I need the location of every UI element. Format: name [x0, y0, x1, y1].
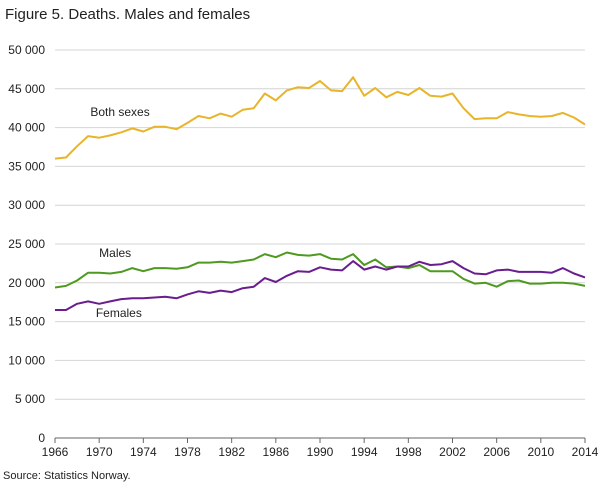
x-tick-label: 2010	[527, 445, 554, 459]
y-tick-label: 5 000	[15, 392, 45, 406]
series-line-females	[55, 260, 586, 311]
y-tick-label: 25 000	[8, 237, 45, 251]
y-tick-label: 20 000	[8, 276, 45, 290]
x-tick-label: 1990	[307, 445, 334, 459]
x-tick-label: 2006	[483, 445, 510, 459]
y-tick-label: 50 000	[8, 43, 45, 57]
source-note: Source: Statistics Norway.	[3, 470, 131, 482]
series-label-males: Males	[99, 246, 131, 260]
x-tick-label: 1998	[395, 445, 422, 459]
series-line-males	[54, 251, 586, 289]
x-tick-label: 1982	[218, 445, 245, 459]
chart-title: Figure 5. Deaths. Males and females	[5, 6, 251, 23]
x-tick-label: 2002	[439, 445, 466, 459]
series-label-both-sexes: Both sexes	[90, 105, 149, 119]
x-tick-label: 1986	[262, 445, 289, 459]
x-tick-label: 1966	[42, 445, 69, 459]
y-tick-label: 35 000	[8, 159, 45, 173]
y-axis-ticks: 0 5 000 10 000 15 000 20 000 25 000 30 000 35 0…	[8, 43, 45, 445]
x-axis-ticks: 1966 1970 1974 1978 1982 1986 1990 1994 1998 2002…	[42, 438, 599, 459]
y-tick-label: 15 000	[8, 315, 45, 329]
x-tick-label: 1974	[130, 445, 157, 459]
series-labels: Both sexes Males Females	[90, 105, 149, 320]
series-label-females: Females	[96, 306, 142, 320]
x-tick-label: 1978	[174, 445, 201, 459]
x-tick-label: 1970	[86, 445, 113, 459]
y-tick-label: 30 000	[8, 198, 45, 212]
y-tick-label: 45 000	[8, 82, 45, 96]
y-tick-label: 40 000	[8, 121, 45, 135]
y-tick-label: 10 000	[8, 353, 45, 367]
x-tick-label: 2014	[572, 445, 599, 459]
x-tick-label: 1994	[351, 445, 378, 459]
y-tick-label: 0	[38, 431, 45, 445]
series-lines	[54, 76, 586, 311]
series-line-both-sexes	[54, 76, 586, 160]
